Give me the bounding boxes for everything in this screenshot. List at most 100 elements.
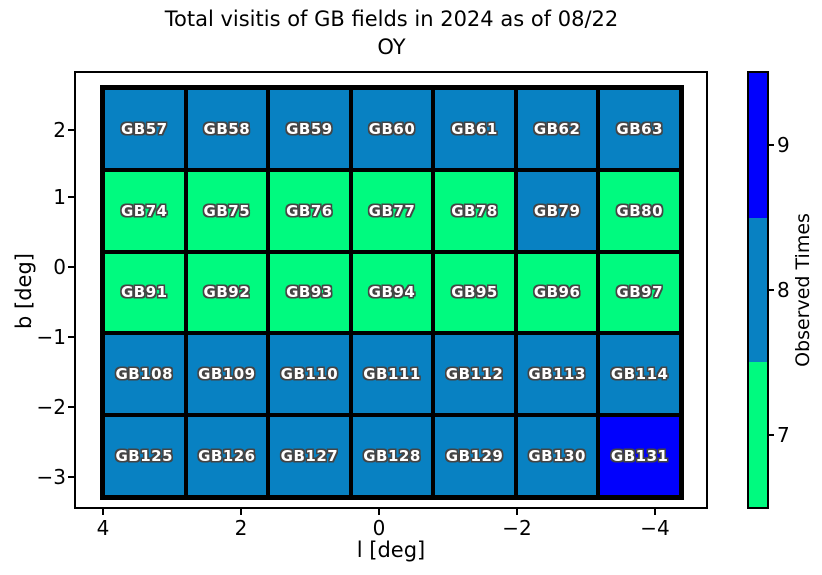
field-label: GB59 xyxy=(286,119,333,138)
field-label: GB60 xyxy=(368,119,416,138)
chart-title-line2: OY xyxy=(377,35,406,59)
grid-cell-gb74: GB74 xyxy=(103,169,186,252)
y-tick-mark xyxy=(68,406,74,408)
colorbar-segment-8 xyxy=(749,217,767,363)
y-tick-label: −1 xyxy=(36,325,66,349)
x-tick-mark xyxy=(378,509,380,515)
x-tick-mark xyxy=(102,509,104,515)
grid-cell-gb112: GB112 xyxy=(433,333,516,416)
grid-cell-gb77: GB77 xyxy=(350,169,434,252)
field-label: GB79 xyxy=(533,201,581,220)
grid-cell-gb113: GB113 xyxy=(515,333,599,416)
field-label: GB128 xyxy=(363,447,421,466)
grid-cell-gb58: GB58 xyxy=(185,88,269,170)
y-axis-label: b [deg] xyxy=(12,253,36,329)
field-label: GB130 xyxy=(528,447,586,466)
grid-cell-gb96: GB96 xyxy=(515,251,599,334)
field-label: GB74 xyxy=(120,201,168,220)
field-label: GB111 xyxy=(363,365,421,384)
grid-cell-gb108: GB108 xyxy=(103,333,186,416)
grid-cell-gb57: GB57 xyxy=(103,88,186,170)
field-label: GB108 xyxy=(115,365,174,384)
grid-cell-gb97: GB97 xyxy=(598,251,681,334)
field-label: GB114 xyxy=(610,365,669,384)
field-label: GB92 xyxy=(203,283,251,302)
grid-cell-gb130: GB130 xyxy=(515,415,599,497)
grid-cell-gb80: GB80 xyxy=(598,169,681,252)
grid-cell-gb63: GB63 xyxy=(598,88,681,170)
chart-title-line1: Total visitis of GB fields in 2024 as of… xyxy=(164,7,619,31)
colorbar-tick-label: 8 xyxy=(777,278,790,302)
x-tick-label: −4 xyxy=(640,516,670,540)
field-label: GB97 xyxy=(616,283,664,302)
field-label: GB63 xyxy=(616,119,664,138)
x-tick-label: 4 xyxy=(96,516,110,540)
field-label: GB58 xyxy=(203,119,251,138)
grid-cell-gb62: GB62 xyxy=(515,88,599,170)
y-tick-label: −3 xyxy=(36,465,66,489)
grid-cell-gb93: GB93 xyxy=(268,251,351,334)
grid-cell-gb78: GB78 xyxy=(433,169,516,252)
field-label: GB110 xyxy=(280,365,339,384)
field-label: GB78 xyxy=(451,201,498,220)
y-tick-mark xyxy=(68,266,74,268)
grid-cell-gb76: GB76 xyxy=(268,169,351,252)
field-label: GB112 xyxy=(445,365,504,384)
field-label: GB131 xyxy=(610,447,669,466)
grid-cell-gb59: GB59 xyxy=(268,88,351,170)
field-label: GB62 xyxy=(533,119,581,138)
colorbar-label: Observed Times xyxy=(792,213,814,367)
grid-cell-gb75: GB75 xyxy=(185,169,269,252)
field-label: GB113 xyxy=(528,365,586,384)
grid-cell-gb79: GB79 xyxy=(515,169,599,252)
grid-cell-gb94: GB94 xyxy=(350,251,434,334)
x-tick-mark xyxy=(240,509,242,515)
colorbar-tick-mark xyxy=(769,144,774,147)
y-tick-label: −2 xyxy=(36,395,66,419)
field-label: GB109 xyxy=(198,365,256,384)
grid-cell-gb128: GB128 xyxy=(350,415,434,497)
field-label: GB61 xyxy=(451,119,498,138)
field-label: GB77 xyxy=(368,201,416,220)
y-tick-mark xyxy=(68,129,74,131)
grid-cell-gb131: GB131 xyxy=(598,415,681,497)
grid-cell-gb91: GB91 xyxy=(103,251,186,334)
y-tick-mark xyxy=(68,336,74,338)
field-label: GB126 xyxy=(198,447,256,466)
field-label: GB93 xyxy=(286,283,333,302)
chart-title: Total visitis of GB fields in 2024 as of… xyxy=(75,5,708,61)
field-label: GB91 xyxy=(120,283,168,302)
field-label: GB76 xyxy=(286,201,333,220)
x-tick-mark xyxy=(516,509,518,515)
x-tick-label: 2 xyxy=(234,516,248,540)
grid-cell-gb109: GB109 xyxy=(185,333,269,416)
grid-cell-gb61: GB61 xyxy=(433,88,516,170)
field-label: GB125 xyxy=(115,447,174,466)
colorbar xyxy=(747,71,769,509)
grid-cell-gb114: GB114 xyxy=(598,333,681,416)
y-tick-mark xyxy=(68,196,74,198)
grid-cell-gb95: GB95 xyxy=(433,251,516,334)
y-tick-label: 0 xyxy=(53,255,66,279)
y-tick-label: 2 xyxy=(53,118,66,142)
colorbar-tick-label: 7 xyxy=(777,422,790,447)
field-label: GB96 xyxy=(533,283,581,302)
colorbar-segment-9 xyxy=(749,73,767,218)
grid-cell-gb60: GB60 xyxy=(350,88,434,170)
x-axis-label: l [deg] xyxy=(356,538,426,562)
y-tick-label: 1 xyxy=(53,185,66,209)
field-label: GB127 xyxy=(280,447,339,466)
grid-cell-gb111: GB111 xyxy=(350,333,434,416)
grid-cell-gb92: GB92 xyxy=(185,251,269,334)
heatmap-grid: GB57 GB58 GB59 GB60 GB61 GB62 GB63 GB74 GB75 GB76… xyxy=(100,85,684,500)
field-label: GB80 xyxy=(616,201,664,220)
x-tick-label: −2 xyxy=(502,516,532,540)
grid-cell-gb127: GB127 xyxy=(268,415,351,497)
grid-cell-gb110: GB110 xyxy=(268,333,351,416)
x-tick-mark xyxy=(654,509,656,515)
x-tick-label: 0 xyxy=(372,516,386,540)
field-label: GB75 xyxy=(203,201,251,220)
grid-cell-gb126: GB126 xyxy=(185,415,269,497)
field-label: GB57 xyxy=(120,119,168,138)
